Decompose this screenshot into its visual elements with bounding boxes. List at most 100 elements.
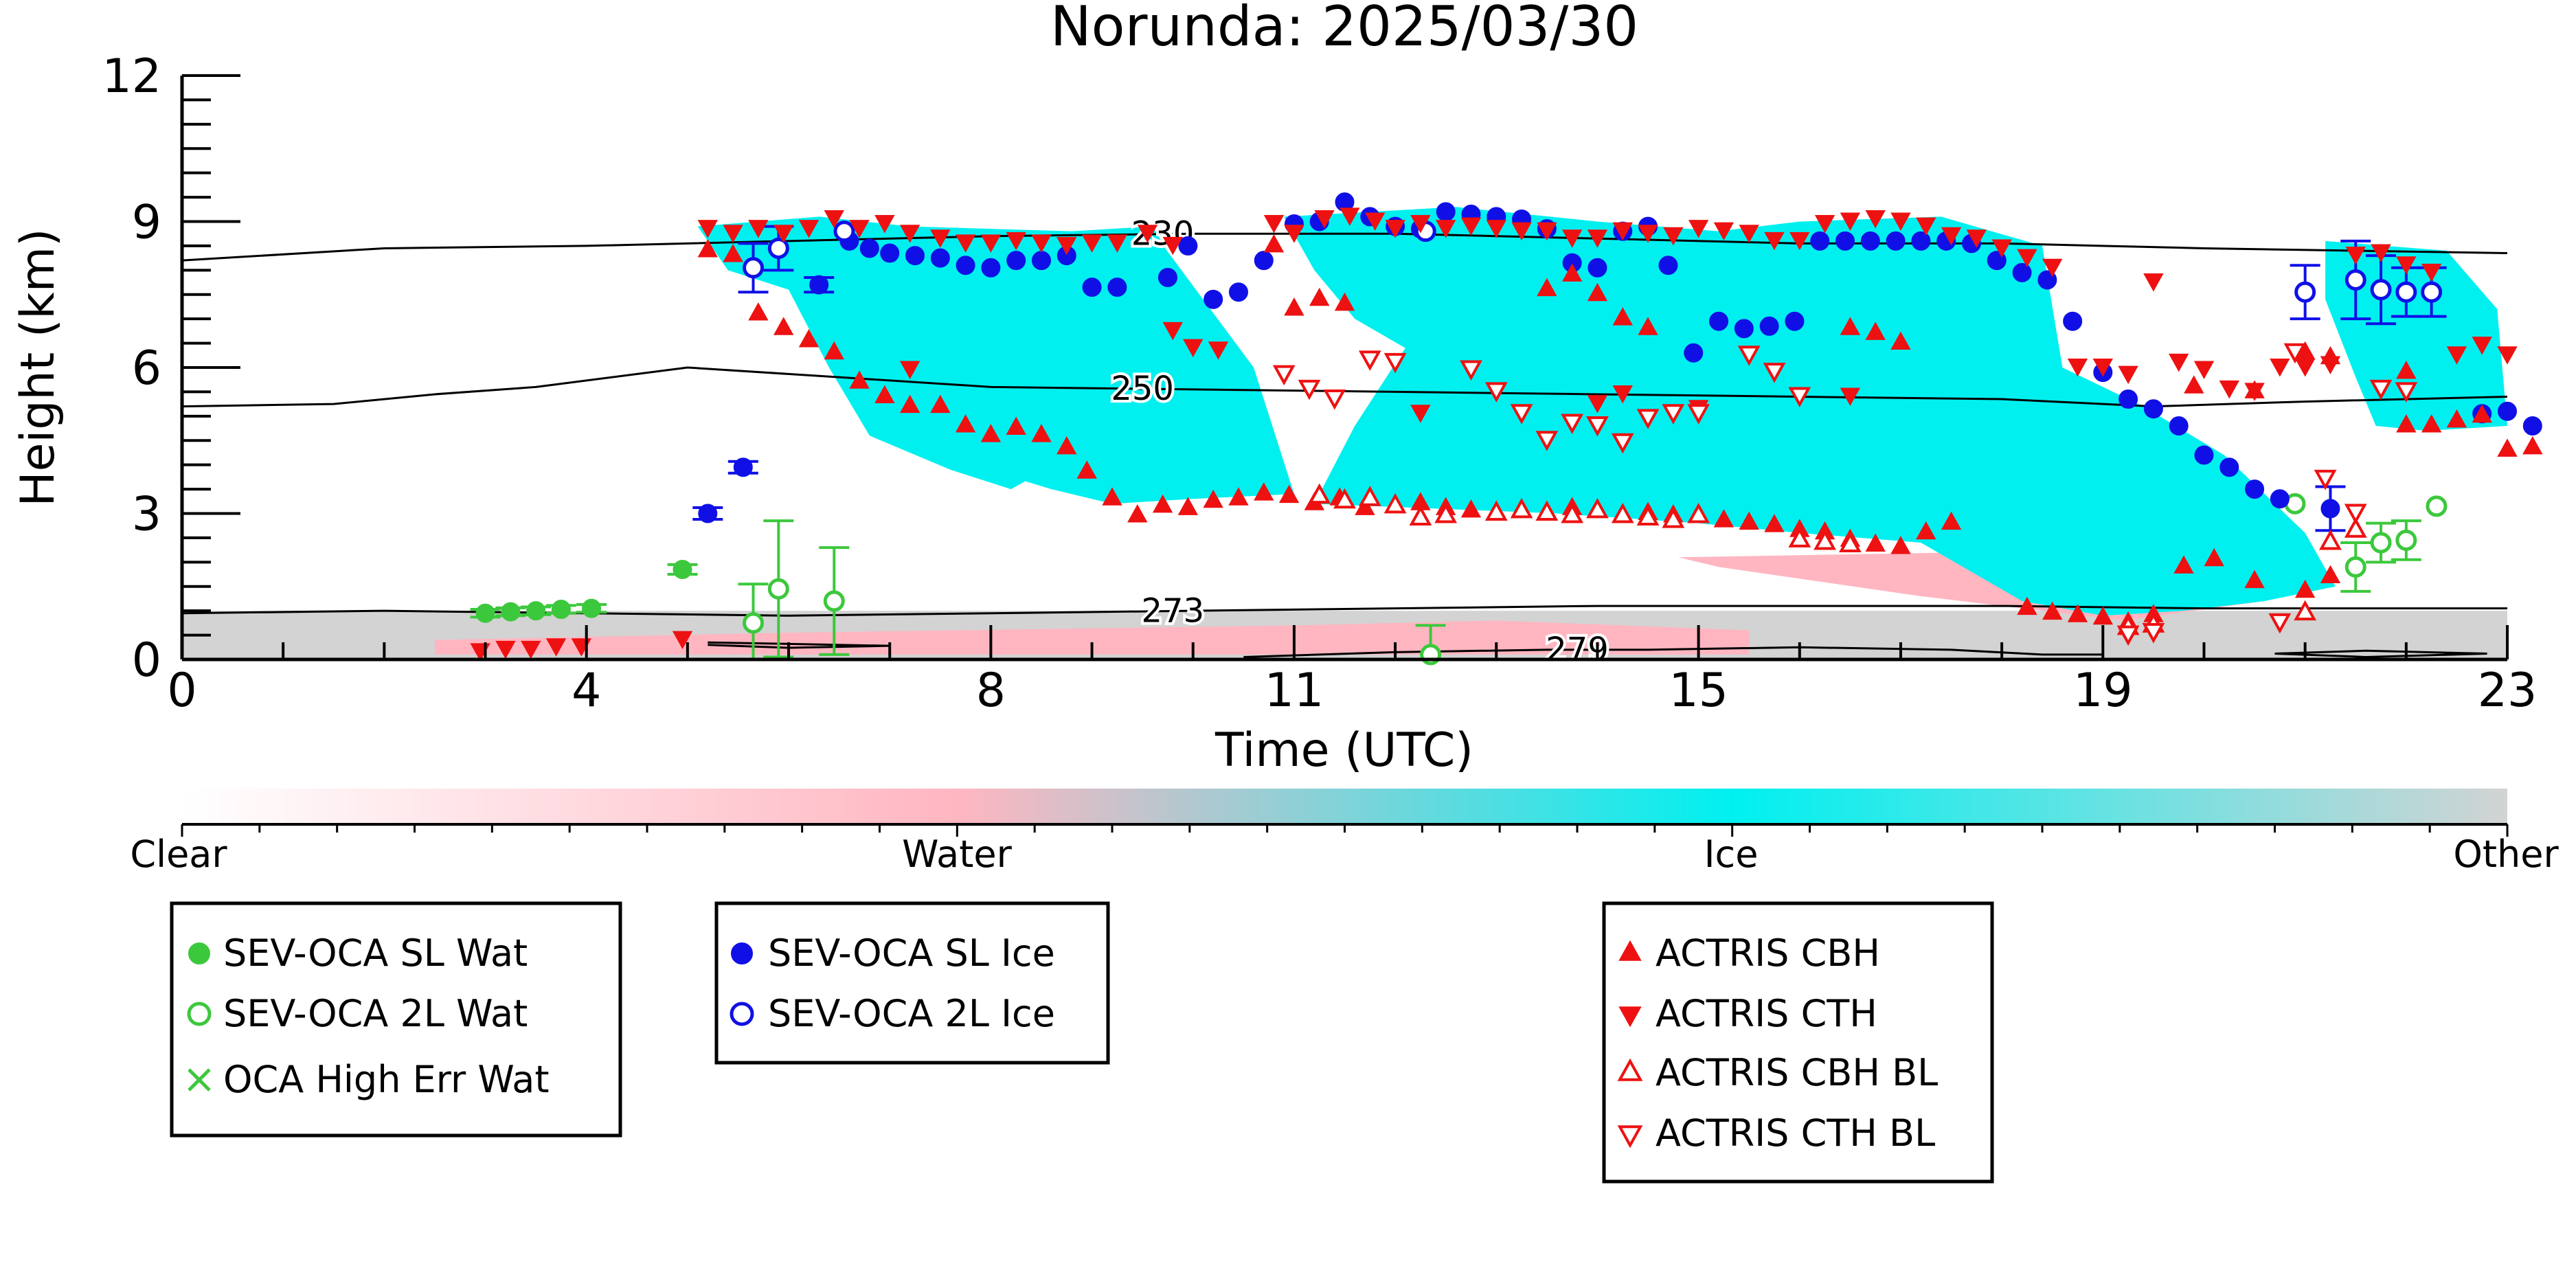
legend-symbol: [188, 1068, 211, 1092]
data-point: [1228, 487, 1249, 506]
legend-marker: [1618, 940, 1642, 961]
data-point: [2497, 346, 2518, 365]
data-point: [1254, 482, 1274, 501]
data-point: [2067, 359, 2088, 377]
data-point: [1612, 385, 1633, 404]
y-tick-label: 12: [102, 49, 161, 104]
data-point: [1916, 217, 1936, 236]
data-point: [1272, 365, 1296, 386]
retrieval-markers: [470, 192, 2543, 666]
y-tick-label: 0: [132, 633, 161, 688]
legend-marker: [1617, 1058, 1643, 1081]
data-point: [2421, 263, 2442, 282]
data-point: [773, 317, 794, 335]
legend-marker: [731, 942, 753, 964]
data-point: [1355, 497, 1375, 515]
data-point: [849, 220, 870, 238]
data-point: [1383, 352, 1407, 374]
data-point: [501, 602, 521, 622]
data-point: [1785, 311, 1805, 331]
data-point: [1759, 316, 1779, 336]
y-ticks: 0 3 6 9 12: [102, 49, 240, 688]
data-point: [1663, 227, 1684, 246]
data-point: [2314, 469, 2337, 490]
data-point: [2395, 382, 2418, 403]
data-point: [1814, 529, 1836, 550]
data-point: [2204, 547, 2224, 567]
data-point: [1435, 220, 1456, 238]
data-point: [2370, 279, 2392, 301]
data-point: [1460, 360, 1482, 381]
data-point: [1228, 282, 1248, 302]
legend-marker: [188, 942, 210, 964]
data-point: [1358, 350, 1381, 371]
data-point: [1057, 236, 1077, 256]
data-point: [2283, 343, 2307, 364]
data-point: [2498, 401, 2517, 421]
data-point: [1183, 339, 1204, 358]
data-point: [1364, 212, 1386, 231]
data-point: [1031, 234, 1052, 253]
data-point: [2294, 600, 2317, 621]
data-point: [2396, 414, 2417, 433]
series-actris-cth-bl: [1272, 343, 2418, 646]
legend-entry-oca-high-err-wat: OCA High Err Wat: [188, 1058, 550, 1101]
data-point: [1152, 494, 1173, 513]
data-point: [2472, 337, 2492, 355]
data-point: [767, 237, 789, 259]
data-point: [2369, 379, 2393, 400]
legend-entry-actris-cbh-bl: ACTRIS CBH BL: [1617, 1051, 1938, 1094]
data-point: [2017, 596, 2037, 615]
legend-ice: SEV-OCA SL Ice SEV-OCA 2L Ice: [714, 901, 1110, 1065]
data-point: [2319, 529, 2342, 550]
data-point: [1308, 483, 1331, 504]
data-point: [1788, 387, 1811, 408]
x-tick-label: 23: [2478, 664, 2538, 718]
data-point: [2143, 273, 2164, 292]
legend-marker: [730, 1002, 754, 1026]
legend-symbol: [731, 942, 753, 964]
data-point: [1810, 231, 1830, 251]
data-point: [1535, 500, 1559, 521]
data-point: [809, 275, 829, 295]
data-point: [698, 504, 718, 523]
data-point: [1840, 317, 1861, 335]
data-point: [2345, 247, 2366, 265]
data-point: [672, 631, 693, 650]
data-point: [1561, 229, 1583, 248]
x-tick-label: 11: [1265, 664, 1324, 718]
data-point: [899, 361, 920, 380]
data-point: [1284, 225, 1304, 243]
data-point: [475, 603, 495, 623]
data-point: [1537, 278, 1557, 297]
data-point: [1162, 321, 1184, 341]
data-point: [1333, 488, 1356, 509]
data-point: [1561, 414, 1584, 434]
x-tick-label: 8: [976, 664, 1006, 718]
data-point: [2268, 613, 2292, 634]
data-point: [980, 424, 1002, 442]
legend-marker: [188, 1068, 211, 1092]
data-point: [874, 385, 895, 403]
data-point: [1611, 502, 1634, 523]
data-point: [1865, 321, 1886, 340]
legend-label: SEV-OCA 2L Wat: [223, 992, 528, 1035]
data-point: [1298, 379, 1321, 400]
series-actris-cth: [470, 207, 2518, 662]
data-point: [1081, 234, 1103, 253]
contour-line: [182, 366, 2507, 408]
data-point: [2396, 361, 2417, 379]
data-point: [2294, 579, 2316, 598]
data-point: [2017, 249, 2037, 268]
legend-box-actris: [1602, 901, 1994, 1184]
data-point: [1484, 382, 1508, 403]
colorbar-label-water: Water: [902, 833, 1012, 876]
data-point: [1409, 505, 1432, 526]
data-point: [2143, 399, 2163, 419]
legend-label: ACTRIS CBH: [1656, 931, 1880, 975]
data-point: [1763, 363, 1786, 383]
data-point: [582, 598, 602, 618]
legend-entry-actris-cth-bl: ACTRIS CTH BL: [1617, 1111, 1935, 1155]
data-point: [1127, 504, 1148, 523]
legend-entry-sev-oca-sl-wat: SEV-OCA SL Wat: [188, 931, 528, 975]
